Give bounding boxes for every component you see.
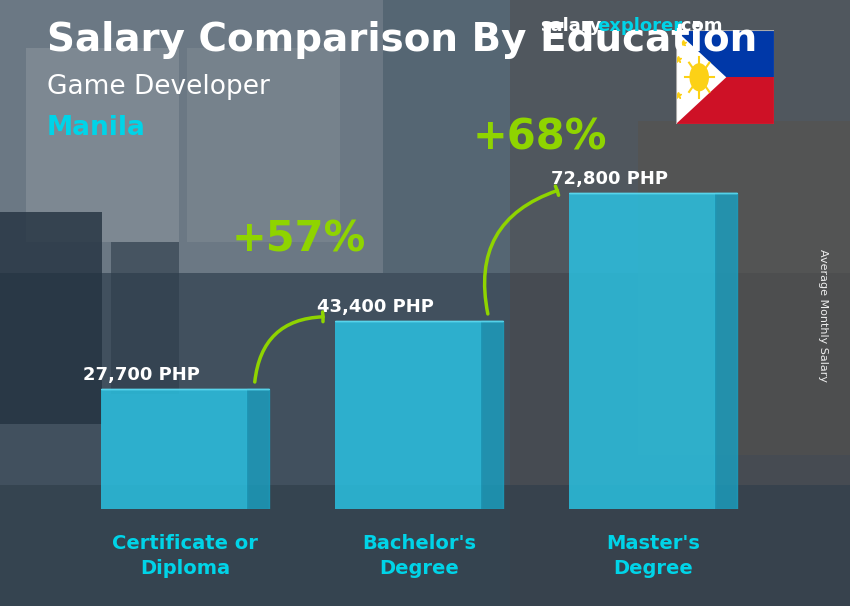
Text: 72,800 PHP: 72,800 PHP (551, 170, 667, 188)
Bar (0, 273, 850, 606)
Text: Master's
Degree: Master's Degree (606, 534, 700, 578)
Text: explorer: explorer (598, 17, 683, 35)
Text: Salary Comparison By Education: Salary Comparison By Education (47, 21, 757, 59)
Bar (110, 242, 178, 394)
Text: Certificate or
Diploma: Certificate or Diploma (112, 534, 258, 578)
Bar (510, 0, 850, 606)
Bar (676, 30, 774, 77)
Bar (187, 48, 340, 242)
Text: salary: salary (540, 17, 601, 35)
Polygon shape (676, 30, 726, 124)
Polygon shape (715, 193, 737, 509)
Bar (0, 485, 850, 606)
Bar (101, 389, 247, 509)
Circle shape (689, 63, 709, 92)
Text: +57%: +57% (231, 219, 366, 261)
Text: Manila: Manila (47, 115, 145, 141)
Bar (382, 0, 850, 273)
Bar (0, 212, 102, 424)
Text: Bachelor's
Degree: Bachelor's Degree (362, 534, 476, 578)
Polygon shape (247, 389, 269, 509)
Bar (569, 193, 715, 509)
Bar (26, 48, 178, 242)
Bar (638, 121, 850, 454)
Text: Game Developer: Game Developer (47, 74, 269, 100)
Bar (335, 321, 481, 509)
Text: 43,400 PHP: 43,400 PHP (317, 298, 434, 316)
Bar (0, 0, 382, 273)
Text: .com: .com (674, 17, 722, 35)
Text: 27,700 PHP: 27,700 PHP (82, 366, 200, 384)
Text: Average Monthly Salary: Average Monthly Salary (818, 248, 828, 382)
Bar (676, 77, 774, 124)
Text: +68%: +68% (473, 117, 607, 159)
Polygon shape (481, 321, 503, 509)
